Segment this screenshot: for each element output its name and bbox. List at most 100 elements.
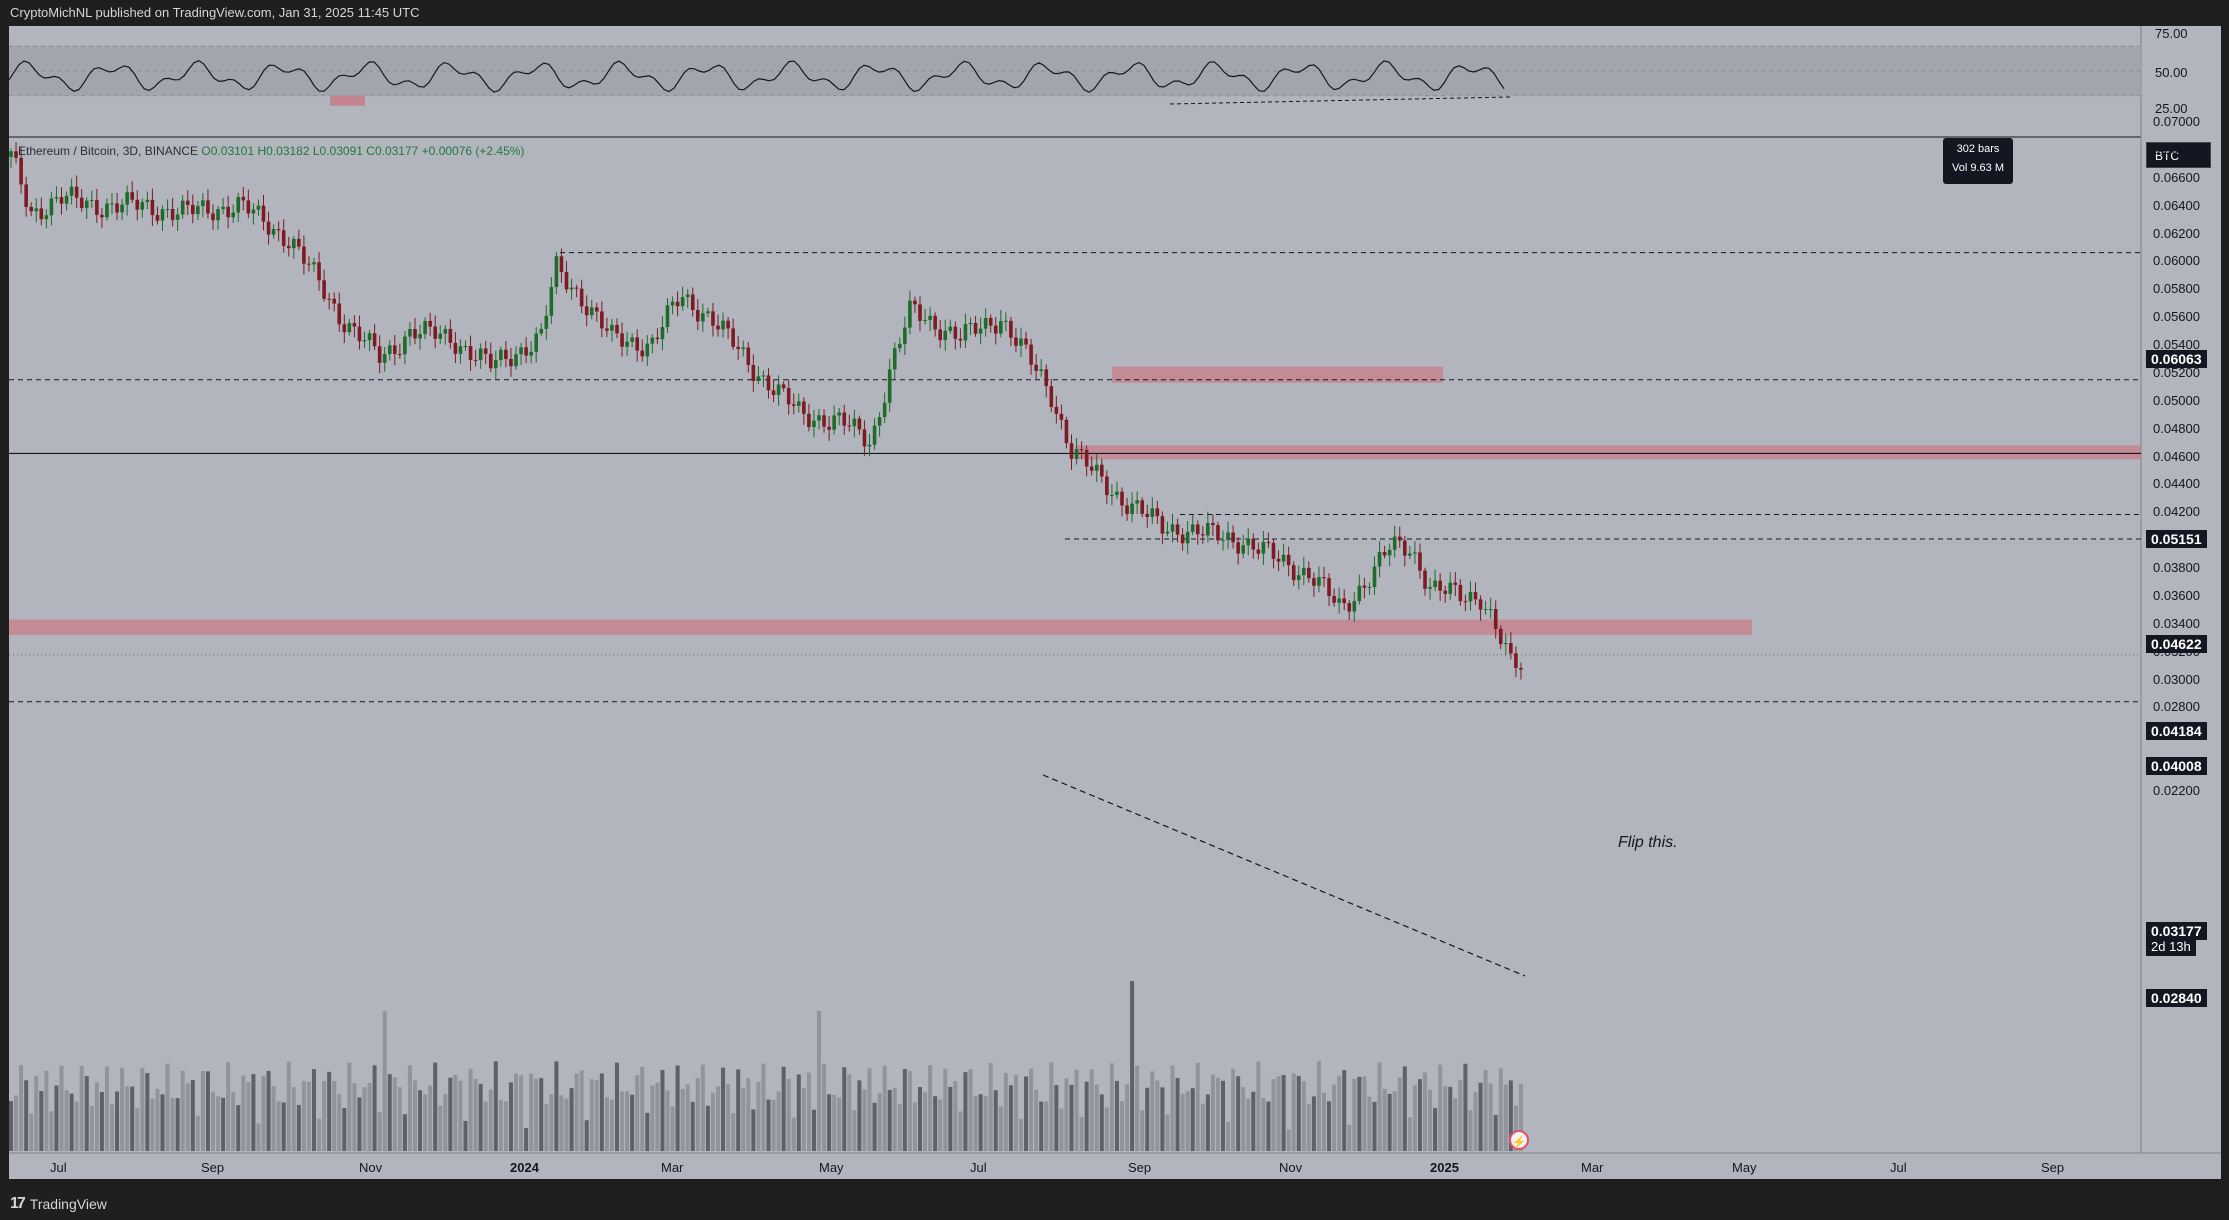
- candle-body: [180, 200, 185, 215]
- volume-bar: [1226, 1121, 1231, 1151]
- candle-body: [1443, 590, 1447, 594]
- candle-body: [483, 348, 488, 354]
- volume-bar: [1281, 1075, 1286, 1151]
- candle-body: [983, 317, 988, 329]
- flash-icon[interactable]: ⚡: [1509, 1130, 1529, 1150]
- candle-body: [812, 420, 816, 428]
- tradingview-logo[interactable]: 17 TradingView: [10, 1195, 107, 1213]
- candle-body: [1473, 592, 1478, 600]
- volume-bar: [266, 1070, 271, 1151]
- price-level-tag: 0.06063: [2146, 350, 2207, 368]
- candle-body: [978, 328, 983, 334]
- price-axis-label: 0.03800: [2153, 560, 2200, 575]
- volume-bar: [1180, 1093, 1185, 1151]
- ohlc-high: H0.03182: [257, 144, 310, 158]
- candle-body: [741, 347, 746, 349]
- volume-bar: [1008, 1085, 1013, 1151]
- rsi-line: [8, 60, 1505, 93]
- volume-bar: [1443, 1086, 1448, 1151]
- candle-body: [286, 245, 291, 249]
- candle-body: [1105, 476, 1109, 496]
- volume-bar: [1458, 1080, 1463, 1151]
- volume-bar: [746, 1078, 751, 1151]
- candle-body: [271, 229, 276, 235]
- volume-bar: [1210, 1074, 1215, 1151]
- volume-bar: [761, 1063, 766, 1151]
- candle-body: [534, 333, 538, 352]
- volume-bar: [1367, 1096, 1372, 1151]
- candle-body: [443, 328, 448, 334]
- volume-bar: [382, 1011, 387, 1151]
- candle-body: [731, 328, 735, 347]
- price-level-tag: 0.05151: [2146, 530, 2207, 548]
- volume-bar: [180, 1070, 185, 1151]
- price-axis-label: 0.02800: [2153, 699, 2200, 715]
- volume-bar: [1513, 1105, 1518, 1151]
- volume-bar: [685, 1084, 690, 1151]
- volume-bar: [1064, 1078, 1069, 1151]
- candle-body: [549, 287, 554, 316]
- time-axis-label: Jul: [1890, 1160, 1907, 1175]
- volume-bar: [1357, 1076, 1362, 1151]
- candle-body: [1478, 599, 1483, 610]
- candle-body: [1064, 419, 1069, 444]
- volume-bar: [766, 1099, 771, 1151]
- price-level-tag: 0.04622: [2146, 635, 2207, 653]
- candle-body: [1145, 513, 1150, 517]
- symbol-name[interactable]: Ethereum / Bitcoin, 3D, BINANCE: [18, 144, 199, 158]
- candle-body: [1155, 508, 1160, 517]
- volume-bar: [1236, 1076, 1241, 1151]
- volume-bar: [1130, 981, 1135, 1151]
- volume-bar: [584, 1120, 589, 1151]
- candle-body: [488, 353, 493, 369]
- flip-annotation[interactable]: Flip this.: [1618, 834, 1678, 851]
- volume-bar: [1039, 1101, 1044, 1151]
- candle-body: [817, 415, 821, 421]
- volume-bar: [983, 1096, 988, 1151]
- candle-body: [1504, 643, 1508, 645]
- candle-body: [19, 157, 23, 185]
- volume-bar: [1286, 1129, 1291, 1151]
- price-axis-label: 0.04800: [2153, 420, 2200, 436]
- candle-body: [1498, 628, 1503, 645]
- ohlc-close: C0.03177: [366, 144, 419, 158]
- candle-body: [165, 209, 170, 211]
- volume-bar: [1215, 1077, 1220, 1151]
- currency-button[interactable]: BTC: [2146, 142, 2211, 168]
- candle-body: [292, 238, 296, 249]
- volume-bar: [1089, 1069, 1094, 1151]
- volume-bar: [1024, 1076, 1029, 1151]
- volume-bar: [817, 1011, 821, 1151]
- time-axis-label: Jul: [50, 1160, 67, 1175]
- candle-body: [837, 412, 841, 416]
- volume-bar: [1362, 1076, 1367, 1151]
- volume-bar: [362, 1087, 367, 1151]
- volume-bar: [1397, 1077, 1402, 1151]
- volume-bar: [1392, 1091, 1397, 1151]
- volume-bar: [226, 1062, 231, 1151]
- symbol-legend[interactable]: Ethereum / Bitcoin, 3D, BINANCE O0.03101…: [18, 144, 524, 158]
- volume-bar: [549, 1094, 554, 1151]
- volume-bar: [1352, 1078, 1357, 1151]
- volume-bar: [392, 1077, 397, 1151]
- candle-body: [595, 307, 599, 312]
- price-axis-label: 0.06800: [2153, 141, 2200, 157]
- volume-bar: [1322, 1092, 1326, 1151]
- volume-bar: [24, 1080, 29, 1151]
- volume-bar: [291, 1087, 296, 1151]
- volume-bar: [1221, 1080, 1225, 1151]
- candle-body: [175, 214, 180, 220]
- volume-bar: [700, 1064, 705, 1151]
- volume-bar: [731, 1113, 736, 1151]
- volume-bar: [1372, 1101, 1377, 1151]
- candle-body: [1190, 524, 1195, 532]
- candle-body: [1317, 577, 1321, 586]
- volume-bar: [125, 1086, 130, 1151]
- volume-bar: [534, 1078, 539, 1151]
- candle-body: [1418, 552, 1422, 571]
- chart-frame[interactable]: [9, 26, 2221, 1179]
- volume-bar: [958, 1111, 963, 1151]
- candle-body: [746, 347, 751, 365]
- candle-body: [933, 315, 937, 330]
